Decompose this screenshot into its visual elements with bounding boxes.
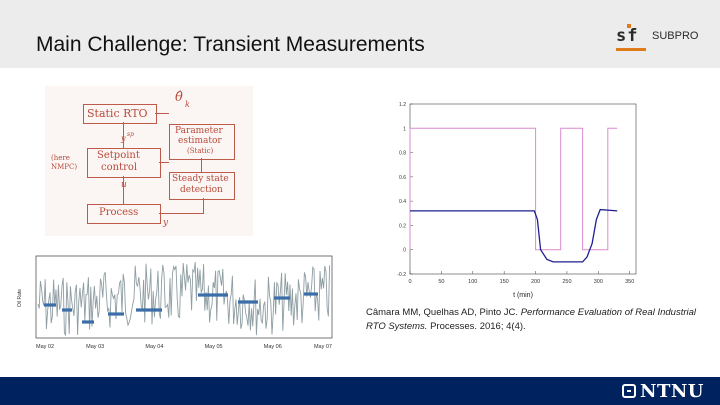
citation-authors: Câmara MM, Quelhas AD, Pinto JC.: [366, 307, 519, 318]
static-rto-label: Static RTO: [87, 107, 148, 120]
ysp-superscript: sp: [127, 131, 134, 138]
logo-dot: [627, 24, 631, 28]
steady-state-box: [169, 172, 235, 200]
x-tick-label: 300: [594, 279, 603, 285]
param-line3: (Static): [187, 147, 214, 155]
parameter-estimator-box: [169, 124, 235, 160]
line-output: [159, 213, 203, 214]
step-response-chart: -0.200.20.40.60.811.2 0 50 100 150 200 250 300…: [397, 102, 637, 299]
plot-frame: [409, 103, 637, 275]
ntnu-wordmark: NTNU: [640, 381, 704, 402]
timeseries-xtick-label: May 04: [145, 344, 163, 350]
citation: Câmara MM, Quelhas AD, Pinto JC. Perform…: [366, 306, 706, 334]
oil-rate-raw-series: [37, 261, 331, 337]
x-tick-label: 50: [438, 279, 444, 285]
arrow-rto-setpoint: [123, 122, 124, 148]
step-series-line: [409, 127, 618, 251]
measured-series-line: [410, 208, 618, 263]
arrow-ssd-estimator: [201, 158, 202, 172]
logo-name: SUBPRO: [652, 30, 699, 42]
y-tick-label: 0.4: [399, 199, 406, 205]
y-tick-label: 1.2: [399, 102, 406, 108]
y-axis-ticks: -0.2 0 0.2 0.4 0.6 0.8 1 1.2: [397, 102, 413, 278]
rto-block-diagram: Static RTO θ̂ k Parameter estimator (Sta…: [45, 86, 253, 236]
line-estimator-rto: [155, 113, 169, 114]
timeseries-xtick-label: May 06: [264, 344, 282, 350]
citation-title: Performance Evaluation of Real Industria…: [366, 307, 697, 332]
x-tick-label: 0: [408, 279, 411, 285]
timeseries-ylabel: Oil Rate: [17, 289, 23, 307]
y-tick-label: 1: [403, 126, 406, 132]
y-tick-label: 0: [403, 248, 406, 254]
timeseries-xtick-label: May 07: [314, 344, 332, 350]
x-tick-label: 250: [562, 279, 571, 285]
theta-hat-label: θ̂: [175, 90, 183, 105]
here-line1: (here: [51, 154, 70, 162]
arrow-setpoint-process: [123, 176, 124, 204]
static-rto-box: [83, 104, 157, 124]
x-axis-ticks: 0 50 100 150 200 250 300 350: [408, 271, 634, 285]
y-tick-label: 0.6: [399, 175, 406, 181]
steady-line1: Steady state: [172, 174, 229, 184]
x-tick-label: 200: [531, 279, 540, 285]
setpoint-control-box: [87, 148, 161, 178]
setpoint-line1: Setpoint: [97, 150, 140, 161]
line-feedback: [159, 162, 169, 163]
footer-bar: [0, 377, 720, 405]
timeseries-xtick-label: May 02: [36, 344, 54, 350]
x-axis-label: t (min): [513, 292, 533, 299]
x-tick-label: 350: [625, 279, 634, 285]
ntnu-mark-icon: [622, 384, 636, 398]
param-line1: Parameter: [175, 126, 223, 136]
steady-state-segments: [44, 292, 318, 324]
oil-rate-timeseries: Oil Rate May 02 May 03 May 04 May 05 May 06 M…: [17, 255, 333, 350]
y-tick-label: -0.2: [397, 272, 406, 278]
chart-series: [409, 127, 618, 263]
timeseries-xtick-label: May 05: [205, 344, 223, 350]
param-line2: estimator: [178, 136, 222, 146]
timeseries-xtick-label: May 03: [86, 344, 104, 350]
y-tick-label: 0.8: [399, 151, 406, 157]
citation-journal: Processes.: [430, 321, 478, 332]
x-tick-label: 150: [500, 279, 509, 285]
y-label: y: [163, 218, 169, 228]
x-tick-label: 100: [468, 279, 477, 285]
process-box: [87, 204, 161, 224]
citation-year: 2016; 4(4).: [479, 321, 526, 332]
logo-mark: sf: [616, 26, 639, 46]
here-line2: NMPC): [51, 163, 78, 171]
theta-subscript: k: [185, 100, 190, 109]
slide-title: Main Challenge: Transient Measurements: [36, 33, 425, 56]
y-tick-label: 0.2: [399, 223, 406, 229]
logo-underline: [616, 48, 646, 51]
process-label: Process: [99, 207, 139, 218]
header-bar: Main Challenge: Transient Measurements s…: [0, 0, 720, 68]
line-to-ssd: [203, 198, 204, 214]
setpoint-line2: control: [101, 162, 138, 173]
timeseries-xticks: May 02 May 03 May 04 May 05 May 06 May 07: [36, 344, 332, 350]
steady-line2: detection: [180, 185, 223, 195]
